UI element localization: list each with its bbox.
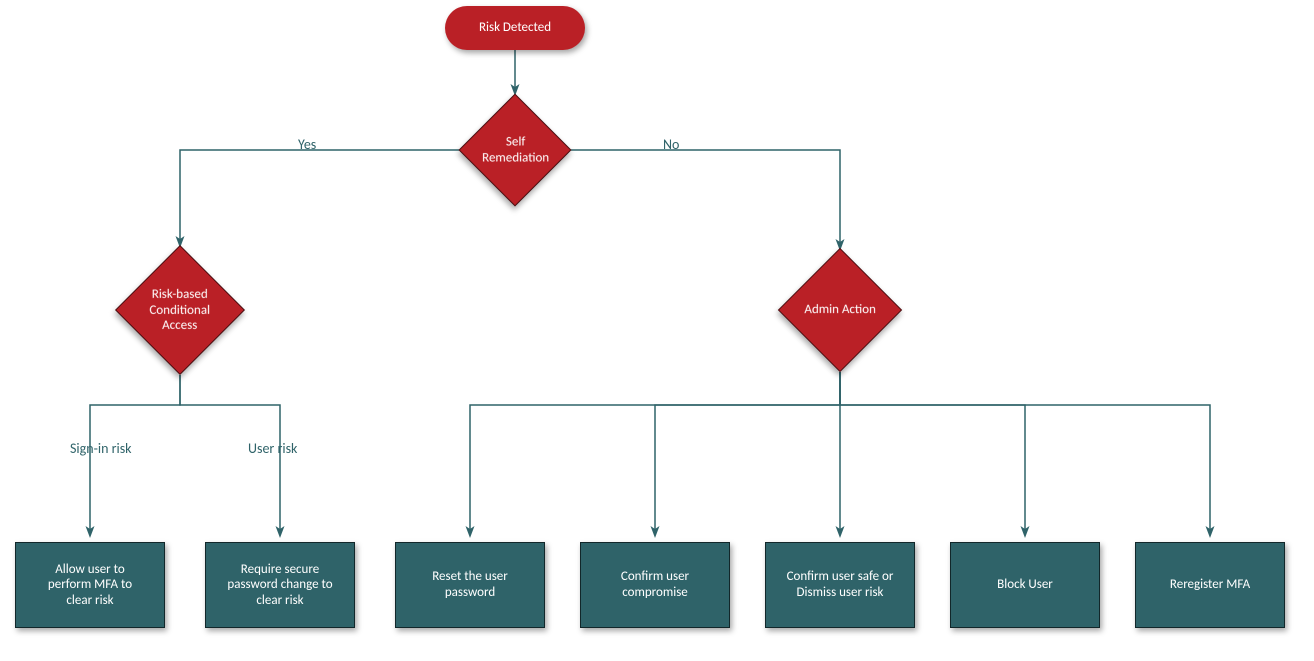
node-label: Self Remediation: [476, 130, 555, 169]
edge-label-sign-in-risk: Sign-in risk: [70, 440, 132, 457]
edge: [655, 372, 840, 535]
edge-label-no: No: [663, 136, 679, 153]
edge: [180, 150, 459, 245]
node-label: Risk-based Conditional Access: [135, 283, 225, 338]
node-mfa-clear: Allow user to perform MFA to clear risk: [15, 542, 165, 628]
node-block-user: Block User: [950, 542, 1100, 628]
node-confirm-compromise: Confirm user compromise: [580, 542, 730, 628]
edge-label-yes: Yes: [298, 136, 316, 153]
node-reregister-mfa: Reregister MFA: [1135, 542, 1285, 628]
node-label: Block User: [991, 573, 1059, 597]
node-pwd-change: Require secure password change to clear …: [205, 542, 355, 628]
node-label: Confirm user compromise: [615, 565, 695, 604]
node-label: Reset the user password: [426, 565, 514, 604]
edges-group: [90, 50, 1210, 535]
flowchart-canvas: Risk Detected Self Remediation Risk-based …: [0, 0, 1314, 661]
node-label: Reregister MFA: [1164, 573, 1256, 597]
node-label: Require secure password change to clear …: [221, 558, 338, 613]
edge: [571, 150, 840, 248]
node-risk-detected: Risk Detected: [445, 6, 585, 50]
node-reset-pwd: Reset the user password: [395, 542, 545, 628]
node-label: Risk Detected: [473, 16, 557, 40]
edge: [840, 372, 1025, 535]
node-label: Admin Action: [797, 298, 883, 322]
node-label: Confirm user safe or Dismiss user risk: [781, 565, 900, 604]
node-label: Allow user to perform MFA to clear risk: [42, 558, 138, 613]
node-confirm-safe: Confirm user safe or Dismiss user risk: [765, 542, 915, 628]
edge-label-user-risk: User risk: [248, 440, 297, 457]
